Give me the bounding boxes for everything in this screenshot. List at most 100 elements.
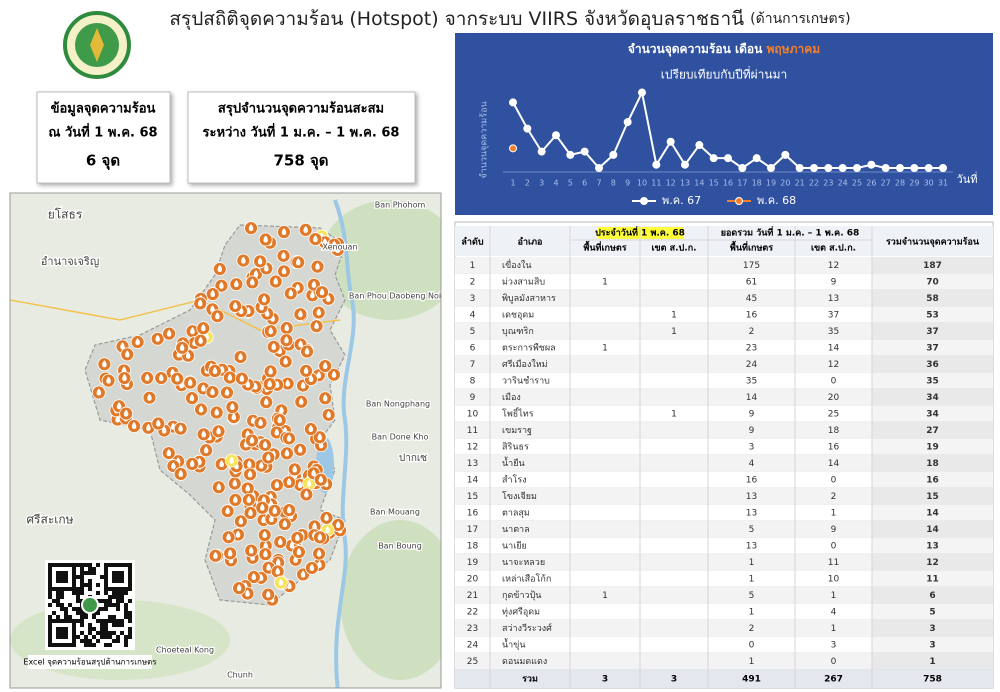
total-col-bg bbox=[872, 306, 993, 323]
title-note: (ด้านการเกษตร) bbox=[750, 11, 850, 27]
series-point bbox=[681, 160, 689, 169]
series-point bbox=[924, 164, 933, 172]
qr-cell bbox=[56, 643, 60, 647]
hotspot-flame bbox=[245, 589, 250, 597]
qr-cell bbox=[104, 619, 108, 623]
qr-cell bbox=[68, 643, 72, 647]
qr-cell bbox=[56, 627, 60, 631]
header-cell: เขต ส.ป.ก. bbox=[651, 243, 696, 254]
hotspot-flame bbox=[210, 388, 215, 396]
qr-cell bbox=[60, 631, 64, 635]
table-cell: 1 bbox=[671, 327, 677, 337]
total-col-bg bbox=[872, 455, 993, 472]
hotspot-flame bbox=[203, 446, 209, 454]
x-tick-label: 15 bbox=[709, 179, 719, 188]
qr-cell bbox=[72, 619, 76, 623]
x-tick-label: 12 bbox=[666, 179, 676, 188]
table-cell: 9 bbox=[470, 393, 476, 403]
hotspot-flame bbox=[262, 440, 268, 448]
hotspot-flame bbox=[265, 590, 271, 598]
table-cell: 187 bbox=[923, 261, 942, 271]
qr-cell bbox=[100, 607, 104, 611]
qr-cell bbox=[116, 623, 120, 627]
total-col-bg bbox=[872, 389, 993, 406]
qr-cell bbox=[112, 631, 116, 635]
table-row-bg bbox=[455, 620, 993, 637]
hotspot-flame bbox=[198, 405, 204, 413]
series-point bbox=[523, 124, 532, 133]
header-cell: พื้นที่เกษตร bbox=[583, 241, 626, 254]
table-cell: 37 bbox=[828, 310, 839, 320]
hotspot-flame bbox=[316, 308, 322, 316]
qr-cell bbox=[88, 643, 92, 647]
qr-cell bbox=[72, 635, 76, 639]
hotspot-flame bbox=[249, 436, 255, 444]
hotspot-flame bbox=[229, 456, 234, 464]
qr-cell bbox=[56, 591, 60, 595]
qr-cell bbox=[116, 571, 120, 575]
legend-marker bbox=[640, 197, 648, 205]
legend-marker bbox=[735, 197, 743, 205]
hotspot-flame bbox=[247, 470, 253, 478]
hotspot-flame bbox=[324, 513, 329, 521]
qr-cell bbox=[52, 619, 56, 623]
series-point bbox=[566, 150, 575, 159]
qr-cell bbox=[128, 611, 132, 615]
table-cell: 35 bbox=[926, 376, 939, 386]
x-tick-label: 27 bbox=[881, 179, 891, 188]
table-cell: 0 bbox=[831, 376, 837, 386]
table-cell: 3 bbox=[831, 640, 837, 650]
x-tick-label: 31 bbox=[938, 179, 948, 188]
qr-cell bbox=[104, 627, 108, 631]
table-cell: 20 bbox=[467, 574, 479, 584]
table-cell: 1 bbox=[470, 261, 476, 271]
summary-value: 758 จุด bbox=[273, 152, 328, 171]
table-cell: 3 bbox=[749, 442, 755, 452]
table-cell: 1 bbox=[671, 409, 677, 419]
qr-cell bbox=[120, 563, 124, 567]
qr-cell bbox=[64, 575, 68, 579]
series-point bbox=[724, 154, 732, 163]
qr-cell bbox=[88, 623, 92, 627]
qr-cell bbox=[120, 599, 124, 603]
qr-cell bbox=[92, 571, 96, 575]
hotspot-flame bbox=[96, 388, 102, 396]
series-point bbox=[795, 164, 804, 172]
table-cell: ม่วงสามสิบ bbox=[502, 276, 545, 287]
qr-cell bbox=[84, 571, 88, 575]
hotspot-flame bbox=[248, 224, 254, 232]
qr-cell bbox=[80, 575, 84, 579]
hotspot-flame bbox=[171, 462, 176, 470]
qr-cell bbox=[52, 643, 56, 647]
hotspot-flame bbox=[281, 267, 287, 275]
table-cell: 2 bbox=[470, 277, 476, 287]
table-cell: 7 bbox=[470, 360, 476, 370]
hotspot-flame bbox=[297, 480, 303, 488]
qr-cell bbox=[80, 583, 84, 587]
qr-cell bbox=[60, 635, 64, 639]
total-col-bg bbox=[872, 471, 993, 488]
qr-cell bbox=[56, 599, 60, 603]
total-col-bg bbox=[872, 339, 993, 356]
qr-cell bbox=[52, 611, 56, 615]
hotspot-flame bbox=[122, 374, 127, 382]
qr-cell bbox=[104, 583, 108, 587]
x-tick-label: 21 bbox=[795, 179, 805, 188]
map-label: Ban Phohom bbox=[375, 201, 426, 210]
hotspot-flame bbox=[224, 388, 230, 396]
qr-cell bbox=[112, 579, 116, 583]
series-point bbox=[838, 164, 847, 172]
hotspot-flame bbox=[277, 537, 283, 545]
table-cell: ตาลสุม bbox=[502, 508, 530, 518]
hotspot-flame bbox=[331, 240, 337, 248]
qr-cell bbox=[68, 587, 72, 591]
table-row-bg bbox=[455, 422, 993, 439]
table-cell: 2 bbox=[831, 492, 837, 502]
qr-cell bbox=[64, 631, 68, 635]
qr-cell bbox=[80, 571, 84, 575]
table-cell: 14 bbox=[828, 343, 840, 353]
qr-cell bbox=[96, 619, 100, 623]
qr-cell bbox=[56, 563, 60, 567]
qr-cell bbox=[64, 643, 68, 647]
hotspot-flame bbox=[284, 336, 289, 344]
